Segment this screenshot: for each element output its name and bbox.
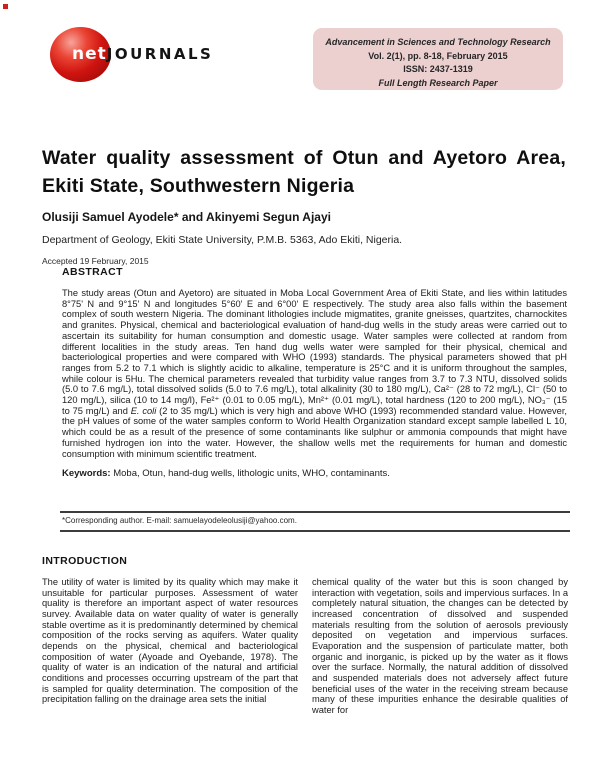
journal-name: Advancement in Sciences and Technology R… [325, 37, 551, 47]
abstract-section: ABSTRACT The study areas (Otun and Ayeto… [62, 266, 567, 479]
logo-globe-icon [50, 27, 111, 82]
abstract-italic-species: E. coli [130, 405, 157, 416]
corner-mark [3, 4, 8, 9]
introduction-right-column: chemical quality of the water but this i… [312, 577, 568, 715]
introduction-columns: The utility of water is limited by its q… [42, 577, 568, 716]
divider-rule-bottom [60, 530, 570, 532]
article-affiliation: Department of Geology, Ekiti State Unive… [42, 234, 403, 246]
logo-journals-text: JOURNALS [106, 45, 214, 63]
paper-type-label: Full Length Research Paper [378, 77, 498, 88]
article-authors: Olusiji Samuel Ayodele* and Akinyemi Seg… [42, 210, 331, 224]
journal-info-box: Advancement in Sciences and Technology R… [313, 28, 563, 90]
journal-issn-line: ISSN: 2437-1319 [403, 64, 473, 74]
abstract-heading: ABSTRACT [62, 266, 123, 278]
abstract-body: The study areas (Otun and Ayetoro) are s… [62, 288, 567, 459]
article-title: Water quality assessment of Otun and Aye… [42, 147, 566, 197]
keywords-line: Keywords: Moba, Otun, hand-dug wells, li… [62, 468, 567, 479]
netjournals-logo: net JOURNALS [50, 27, 220, 83]
accepted-date: Accepted 19 February, 2015 [42, 256, 149, 266]
abstract-text-2: (2 to 35 mg/L) which is very high and ab… [62, 405, 568, 459]
abstract-text-1: The study areas (Otun and Ayetoro) are s… [62, 288, 567, 416]
keywords-label: Keywords: [62, 468, 111, 480]
introduction-heading: INTRODUCTION [42, 555, 128, 567]
journal-volume-line: Vol. 2(1), pp. 8-18, February 2015 [368, 50, 508, 61]
corresponding-author-note: *Corresponding author. E-mail: samuelayo… [62, 516, 297, 525]
introduction-left-column: The utility of water is limited by its q… [42, 577, 298, 705]
keywords-text: Moba, Otun, hand-dug wells, lithologic u… [110, 468, 390, 480]
logo-net-text: net [72, 44, 107, 64]
divider-rule-top [60, 511, 570, 513]
logo-wordmark: net JOURNALS [72, 44, 213, 64]
